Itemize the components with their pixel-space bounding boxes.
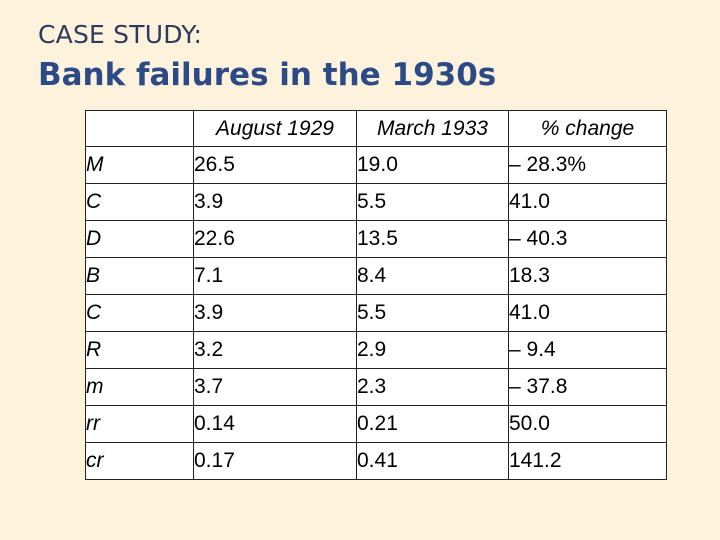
value-august-1929: 3.9 — [193, 183, 357, 221]
table-row: B 7.1 8.4 18.3 — [85, 257, 667, 295]
value-percent-change: – 37.8 — [508, 368, 667, 406]
value-march-1933: 5.5 — [356, 294, 509, 332]
row-variable: B — [85, 257, 194, 295]
value-august-1929: 0.17 — [193, 442, 357, 480]
value-august-1929: 3.7 — [193, 368, 357, 406]
value-march-1933: 19.0 — [356, 146, 509, 184]
value-march-1933: 5.5 — [356, 183, 509, 221]
table-row: m 3.7 2.3 – 37.8 — [85, 368, 667, 406]
row-variable: C — [85, 294, 194, 332]
value-percent-change: – 9.4 — [508, 331, 667, 369]
row-variable: m — [85, 368, 194, 406]
value-march-1933: 2.3 — [356, 368, 509, 406]
value-august-1929: 7.1 — [193, 257, 357, 295]
value-march-1933: 2.9 — [356, 331, 509, 369]
column-header-variable — [85, 110, 194, 147]
value-percent-change: – 40.3 — [508, 220, 667, 258]
column-header-percent-change: % change — [508, 110, 667, 147]
row-variable: rr — [85, 405, 194, 443]
value-august-1929: 26.5 — [193, 146, 357, 184]
row-variable: M — [85, 146, 194, 184]
value-percent-change: 50.0 — [508, 405, 667, 443]
table-row: rr 0.14 0.21 50.0 — [85, 405, 667, 443]
value-march-1933: 8.4 — [356, 257, 509, 295]
table-row: C 3.9 5.5 41.0 — [85, 294, 667, 332]
table-row: C 3.9 5.5 41.0 — [85, 183, 667, 221]
row-variable: R — [85, 331, 194, 369]
table-row: R 3.2 2.9 – 9.4 — [85, 331, 667, 369]
value-march-1933: 0.21 — [356, 405, 509, 443]
table-header-row: August 1929 March 1933 % change — [85, 110, 667, 147]
value-percent-change: 141.2 — [508, 442, 667, 480]
row-variable: D — [85, 220, 194, 258]
table-row: cr 0.17 0.41 141.2 — [85, 442, 667, 480]
value-march-1933: 0.41 — [356, 442, 509, 480]
value-august-1929: 3.2 — [193, 331, 357, 369]
value-percent-change: 18.3 — [508, 257, 667, 295]
value-august-1929: 0.14 — [193, 405, 357, 443]
row-variable: C — [85, 183, 194, 221]
value-percent-change: 41.0 — [508, 183, 667, 221]
value-august-1929: 3.9 — [193, 294, 357, 332]
row-variable: cr — [85, 442, 194, 480]
column-header-march-1933: March 1933 — [356, 110, 509, 147]
case-study-label: CASE STUDY: — [38, 20, 203, 49]
table-row: D 22.6 13.5 – 40.3 — [85, 220, 667, 258]
column-header-august-1929: August 1929 — [193, 110, 357, 147]
value-march-1933: 13.5 — [356, 220, 509, 258]
value-percent-change: – 28.3% — [508, 146, 667, 184]
value-august-1929: 22.6 — [193, 220, 357, 258]
value-percent-change: 41.0 — [508, 294, 667, 332]
table-row: M 26.5 19.0 – 28.3% — [85, 146, 667, 184]
bank-failures-table: August 1929 March 1933 % change M 26.5 1… — [85, 110, 667, 480]
page-title: Bank failures in the 1930s — [38, 57, 497, 93]
